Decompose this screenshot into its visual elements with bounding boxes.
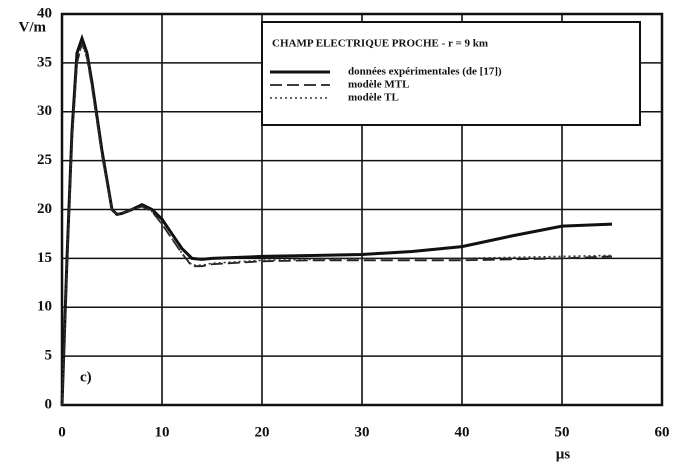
- x-tick-label: 50: [555, 424, 570, 440]
- y-tick-label: 30: [37, 103, 52, 119]
- legend-label: données expérimentales (de [17]): [348, 66, 502, 78]
- legend-title: CHAMP ELECTRIQUE PROCHE - r = 9 km: [272, 38, 488, 50]
- y-tick-label: 5: [45, 348, 53, 364]
- series-line: [61, 40, 613, 406]
- x-tick-label: 30: [355, 424, 370, 440]
- y-tick-label: 10: [37, 299, 52, 315]
- x-tick-label: 10: [155, 424, 170, 440]
- x-axis-label: µs: [556, 446, 571, 462]
- x-tick-label: 20: [255, 424, 270, 440]
- plot-frame: [60, 12, 664, 407]
- x-tick-label: 40: [455, 424, 470, 440]
- y-tick-label: 40: [37, 5, 52, 21]
- y-tick-label: 35: [37, 54, 52, 70]
- x-tick-label: 60: [655, 424, 670, 440]
- y-tick-label: 0: [45, 396, 53, 412]
- y-tick-label: 15: [37, 250, 52, 266]
- x-tick-label: 0: [58, 424, 66, 440]
- series-line: [61, 40, 613, 406]
- y-tick-label: 20: [37, 201, 52, 217]
- legend-label: modèle TL: [348, 92, 399, 104]
- legend-label: modèle MTL: [348, 79, 409, 91]
- annotation: c): [80, 369, 92, 385]
- y-tick-label: 25: [37, 152, 52, 168]
- y-axis-label: V/m: [19, 19, 47, 35]
- series-line: [60, 33, 613, 406]
